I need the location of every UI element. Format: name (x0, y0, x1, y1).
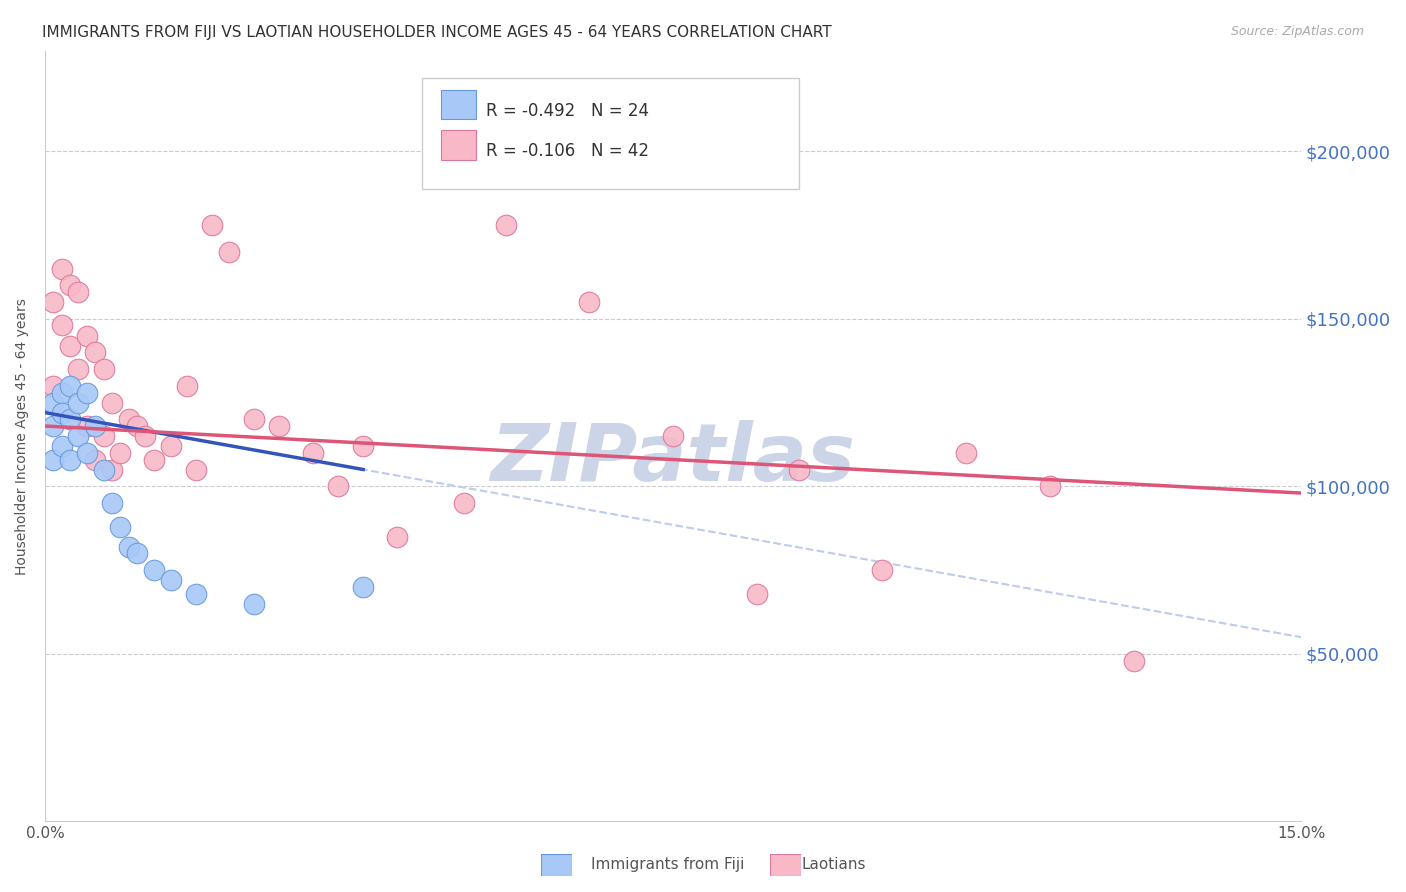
Point (101, 462, 124, 476)
Point (59, 379, 82, 393)
Point (495, 218, 517, 232)
FancyBboxPatch shape (440, 90, 475, 120)
Point (302, 446, 325, 460)
Point (243, 597, 266, 611)
Point (269, 419, 291, 434)
Y-axis label: Householder Income Ages 45 - 64 years: Householder Income Ages 45 - 64 years (15, 298, 30, 574)
Point (184, 586, 207, 600)
Point (51, 261, 73, 276)
Point (142, 452, 165, 467)
Point (1039, 479, 1062, 493)
Point (59, 338, 82, 352)
Point (76, 385, 98, 400)
Point (93, 362, 115, 376)
Point (159, 573, 181, 587)
Point (59, 452, 82, 467)
Point (67, 362, 90, 376)
Point (93, 462, 115, 476)
Text: Source: ZipAtlas.com: Source: ZipAtlas.com (1230, 25, 1364, 38)
Point (201, 218, 224, 232)
Point (872, 563, 894, 577)
Point (352, 580, 374, 594)
Point (42, 379, 65, 393)
Point (67, 285, 90, 299)
FancyBboxPatch shape (440, 130, 475, 160)
Point (662, 429, 685, 443)
Point (59, 278, 82, 293)
Point (453, 496, 475, 510)
Text: R = -0.106   N = 42: R = -0.106 N = 42 (486, 143, 648, 161)
Point (59, 412, 82, 426)
Point (76, 419, 98, 434)
Point (93, 429, 115, 443)
Point (578, 295, 600, 310)
Point (326, 479, 349, 493)
Point (1122, 654, 1144, 668)
Point (118, 412, 141, 426)
Point (84, 452, 107, 467)
Point (42, 295, 65, 310)
Point (184, 462, 207, 476)
Point (110, 519, 132, 533)
Point (352, 439, 374, 453)
Point (142, 563, 165, 577)
Point (42, 452, 65, 467)
Point (134, 429, 156, 443)
Point (385, 530, 408, 544)
Point (67, 395, 90, 409)
Point (787, 462, 810, 476)
Text: ZIPatlas: ZIPatlas (491, 420, 855, 499)
Text: R = -0.492   N = 24: R = -0.492 N = 24 (486, 103, 648, 120)
Point (101, 496, 124, 510)
Point (110, 446, 132, 460)
Point (51, 318, 73, 333)
Point (125, 546, 148, 560)
Point (76, 328, 98, 343)
Point (218, 244, 240, 259)
Point (84, 419, 107, 434)
Point (125, 419, 148, 434)
Point (42, 419, 65, 434)
Point (51, 406, 73, 420)
Point (42, 395, 65, 409)
Point (176, 379, 198, 393)
Point (51, 439, 73, 453)
Point (84, 345, 107, 359)
Text: Immigrants from Fiji: Immigrants from Fiji (591, 857, 744, 872)
Point (67, 429, 90, 443)
Point (101, 395, 124, 409)
Point (118, 540, 141, 554)
Point (745, 586, 768, 600)
Text: Laotians: Laotians (801, 857, 866, 872)
Point (76, 446, 98, 460)
FancyBboxPatch shape (422, 78, 799, 188)
Point (159, 439, 181, 453)
Point (51, 385, 73, 400)
Point (955, 446, 977, 460)
Text: IMMIGRANTS FROM FIJI VS LAOTIAN HOUSEHOLDER INCOME AGES 45 - 64 YEARS CORRELATIO: IMMIGRANTS FROM FIJI VS LAOTIAN HOUSEHOL… (42, 25, 832, 40)
Point (243, 412, 266, 426)
